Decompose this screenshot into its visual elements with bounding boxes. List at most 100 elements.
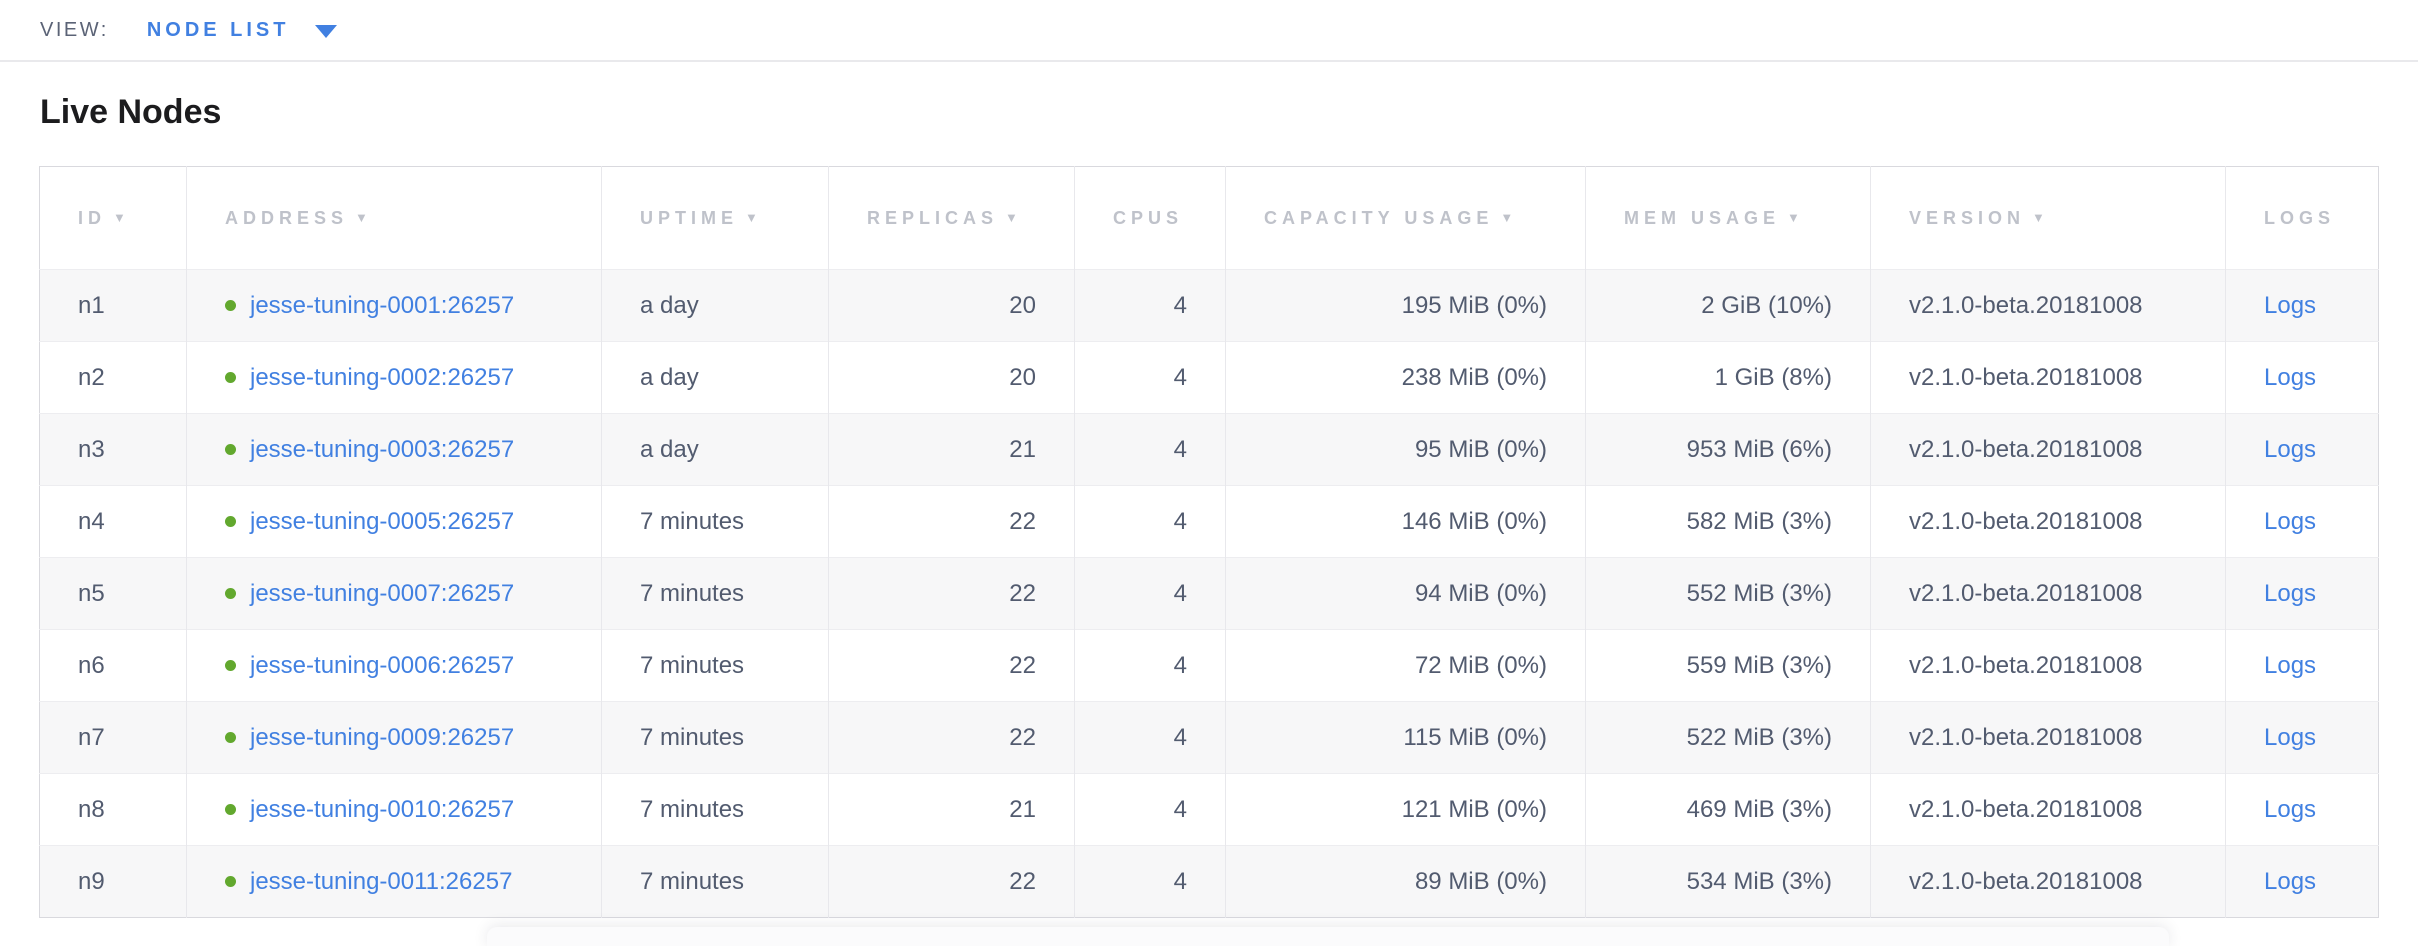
node-capacity-cell: 95 MiB (0%) [1225,413,1586,486]
node-capacity-cell: 195 MiB (0%) [1225,269,1586,342]
node-logs-cell: Logs [2225,629,2379,702]
node-address-link[interactable]: jesse-tuning-0006:26257 [250,651,515,679]
node-address-cell: jesse-tuning-0010:26257 [186,773,602,846]
node-id-cell: n6 [39,629,187,702]
node-mem-cell: 582 MiB (3%) [1585,485,1871,558]
node-address-cell: jesse-tuning-0003:26257 [186,413,602,486]
node-replicas-cell: 22 [828,557,1075,630]
node-logs-link[interactable]: Logs [2264,363,2317,391]
view-selector-dropdown[interactable]: NODE LIST [147,19,338,42]
node-logs-link[interactable]: Logs [2264,435,2317,463]
table-body: n1 jesse-tuning-0001:26257 a day 20 4 195 MiB… [39,269,2379,918]
next-section-edge [487,927,2169,946]
node-version-cell: v2.1.0-beta.20181008 [1870,773,2226,846]
column-label: VERSION [1909,207,2026,228]
node-capacity-cell: 121 MiB (0%) [1225,773,1586,846]
table-header-row: ID ▼ ADDRESS ▼ UPTIME ▼ REPLICAS ▼ CPUS CAPACITY … [39,166,2379,270]
node-address: jesse-tuning-0001:26257 [225,292,601,320]
node-cpus-cell: 4 [1074,341,1226,414]
node-version-cell: v2.1.0-beta.20181008 [1870,341,2226,414]
node-cpus-cell: 4 [1074,557,1226,630]
sort-arrow-icon: ▼ [1787,209,1800,225]
table-row: n7 jesse-tuning-0009:26257 7 minutes 22 4 115… [39,701,2379,774]
column-header-mem[interactable]: MEM USAGE ▼ [1585,166,1871,270]
node-capacity-cell: 146 MiB (0%) [1225,485,1586,558]
node-address-link[interactable]: jesse-tuning-0010:26257 [250,795,515,823]
node-logs-cell: Logs [2225,773,2379,846]
column-header-capacity[interactable]: CAPACITY USAGE ▼ [1225,166,1586,270]
node-cpus-cell: 4 [1074,413,1226,486]
node-logs-link[interactable]: Logs [2264,867,2317,895]
sort-arrow-icon: ▼ [113,209,126,225]
node-logs-cell: Logs [2225,557,2379,630]
node-id-cell: n5 [39,557,187,630]
live-status-dot-icon [225,660,236,671]
node-mem-cell: 469 MiB (3%) [1585,773,1871,846]
live-status-dot-icon [225,372,236,383]
column-label: UPTIME [640,207,739,228]
node-logs-cell: Logs [2225,845,2379,918]
node-address: jesse-tuning-0003:26257 [225,436,601,464]
node-logs-link[interactable]: Logs [2264,795,2317,823]
live-status-dot-icon [225,444,236,455]
column-label: MEM USAGE [1624,207,1781,228]
node-logs-link[interactable]: Logs [2264,723,2317,751]
node-id-cell: n2 [39,341,187,414]
table-row: n8 jesse-tuning-0010:26257 7 minutes 21 4 121… [39,773,2379,846]
node-replicas-cell: 22 [828,845,1075,918]
node-address-link[interactable]: jesse-tuning-0005:26257 [250,507,515,535]
node-address-cell: jesse-tuning-0009:26257 [186,701,602,774]
node-logs-cell: Logs [2225,269,2379,342]
live-status-dot-icon [225,516,236,527]
table-row: n3 jesse-tuning-0003:26257 a day 21 4 95 MiB … [39,413,2379,486]
node-address-link[interactable]: jesse-tuning-0001:26257 [250,291,515,319]
node-logs-link[interactable]: Logs [2264,291,2317,319]
node-logs-link[interactable]: Logs [2264,507,2317,535]
live-status-dot-icon [225,732,236,743]
column-header-uptime[interactable]: UPTIME ▼ [601,166,829,270]
node-mem-cell: 522 MiB (3%) [1585,701,1871,774]
node-cpus-cell: 4 [1074,773,1226,846]
node-address: jesse-tuning-0006:26257 [225,652,601,680]
node-cpus-cell: 4 [1074,701,1226,774]
column-label: CAPACITY USAGE [1264,207,1494,228]
node-mem-cell: 559 MiB (3%) [1585,629,1871,702]
column-label: ID [78,207,106,228]
node-uptime-cell: 7 minutes [601,485,829,558]
sort-arrow-icon: ▼ [1005,209,1018,225]
node-address-link[interactable]: jesse-tuning-0011:26257 [250,867,513,895]
node-address-link[interactable]: jesse-tuning-0002:26257 [250,363,515,391]
node-address-link[interactable]: jesse-tuning-0007:26257 [250,579,515,607]
live-nodes-table: ID ▼ ADDRESS ▼ UPTIME ▼ REPLICAS ▼ CPUS CAPACITY … [39,166,2379,918]
node-replicas-cell: 22 [828,629,1075,702]
table-row: n2 jesse-tuning-0002:26257 a day 20 4 238 MiB… [39,341,2379,414]
node-address-cell: jesse-tuning-0005:26257 [186,485,602,558]
column-label: REPLICAS [867,207,999,228]
node-logs-cell: Logs [2225,485,2379,558]
node-uptime-cell: a day [601,269,829,342]
node-id-cell: n3 [39,413,187,486]
column-header-logs: LOGS [2225,166,2379,270]
column-header-address[interactable]: ADDRESS ▼ [186,166,602,270]
column-label: CPUS [1113,207,1184,228]
node-id-cell: n8 [39,773,187,846]
column-header-replicas[interactable]: REPLICAS ▼ [828,166,1075,270]
node-address: jesse-tuning-0007:26257 [225,580,601,608]
node-version-cell: v2.1.0-beta.20181008 [1870,845,2226,918]
column-header-id[interactable]: ID ▼ [39,166,187,270]
node-cpus-cell: 4 [1074,269,1226,342]
node-logs-link[interactable]: Logs [2264,651,2317,679]
node-logs-link[interactable]: Logs [2264,579,2317,607]
column-header-cpus: CPUS [1074,166,1226,270]
node-address-link[interactable]: jesse-tuning-0009:26257 [250,723,515,751]
chevron-down-icon [315,24,338,38]
sort-arrow-icon: ▼ [745,209,758,225]
column-header-version[interactable]: VERSION ▼ [1870,166,2226,270]
node-replicas-cell: 20 [828,269,1075,342]
sort-arrow-icon: ▼ [1500,209,1514,225]
view-label: VIEW: [40,18,109,41]
node-replicas-cell: 20 [828,341,1075,414]
node-version-cell: v2.1.0-beta.20181008 [1870,701,2226,774]
table-row: n1 jesse-tuning-0001:26257 a day 20 4 195 MiB… [39,269,2379,342]
node-address-link[interactable]: jesse-tuning-0003:26257 [250,435,515,463]
